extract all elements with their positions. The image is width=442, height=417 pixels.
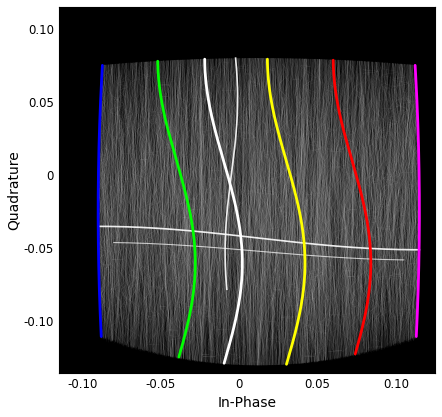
X-axis label: In-Phase: In-Phase	[217, 396, 277, 410]
Y-axis label: Quadrature: Quadrature	[7, 150, 21, 230]
